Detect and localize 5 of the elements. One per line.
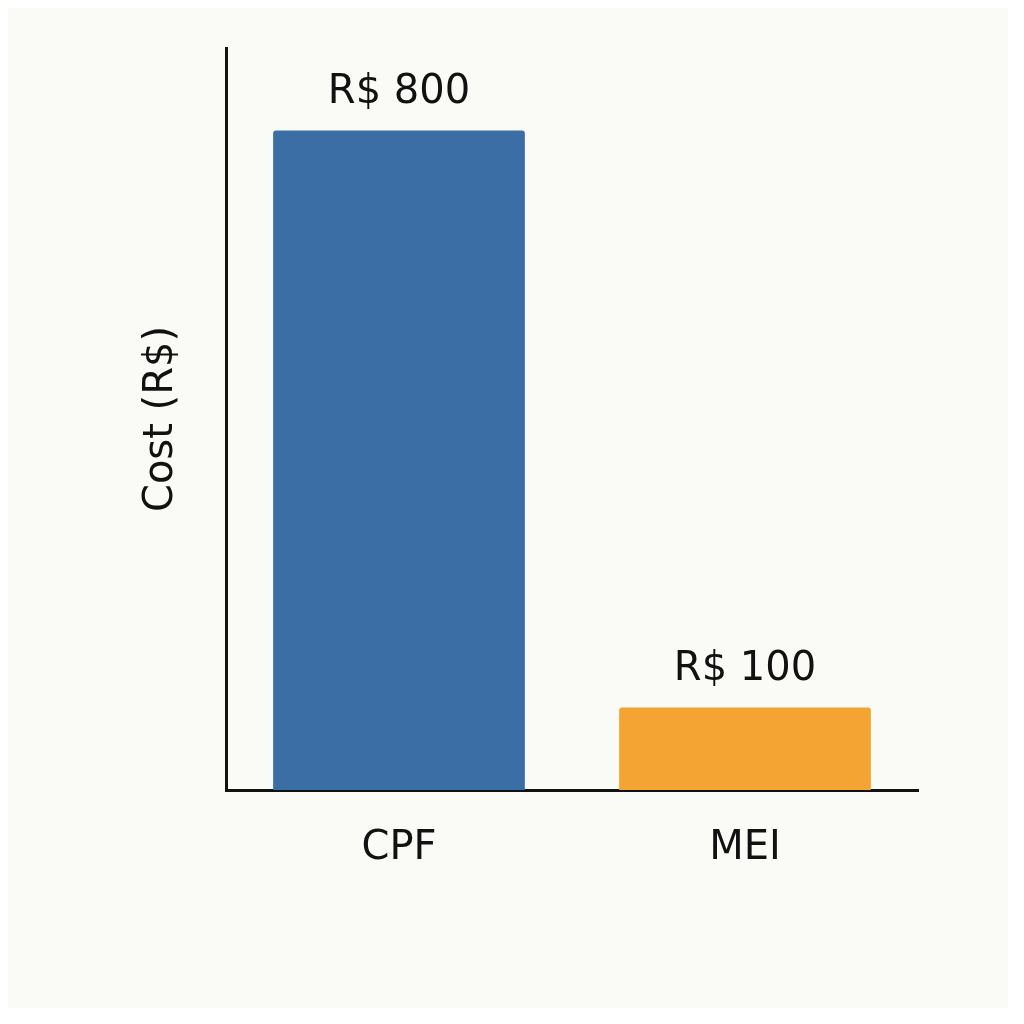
x-tick-label: CPF: [361, 822, 437, 869]
x-tick-label: MEI: [709, 822, 781, 869]
data-label: R$ 100: [673, 642, 817, 689]
y-axis-title: Cost (R$): [135, 325, 182, 513]
data-label: R$ 800: [327, 65, 471, 112]
